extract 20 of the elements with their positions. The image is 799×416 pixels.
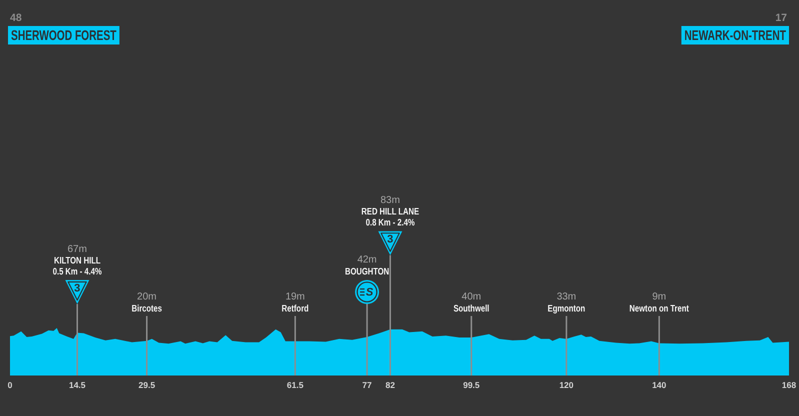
ref-line-label: 83m RED HILL LANE 0.8 Km - 2.4% 3 [361, 195, 420, 246]
x-tick-label: 29.5 [138, 380, 156, 390]
x-tick-label: 0 [8, 380, 13, 390]
ref-line-label: 42m BOUGHTON S [344, 254, 390, 298]
x-tick-label: 168 [782, 380, 796, 390]
text: 48 SHERWOOD FOREST [10, 12, 117, 44]
text: 17 NEWARK-ON-TRENT [684, 12, 788, 44]
x-tick-label: 99.5 [463, 380, 480, 390]
ref-line-label: 67m KILTON HILL 0.5 Km - 4.4% 3 [52, 244, 102, 294]
x-tick-label: 77 [362, 380, 372, 390]
ref-line-label: 40m Southwell [453, 292, 490, 314]
x-tick-label: 82 [385, 380, 396, 390]
ref-line-label: 33m Egmonton [548, 292, 586, 314]
x-tick-label: 61.5 [286, 380, 304, 390]
ref-line-label: 19m Retford [282, 292, 309, 314]
ref-line-label: 20m Bircotes [132, 292, 162, 314]
ref-line-label: 9m Newton on Trent [629, 292, 690, 314]
x-tick-label: 140 [652, 380, 667, 390]
x-tick-label: 14.5 [68, 380, 86, 390]
x-tick-label: 120 [559, 380, 574, 390]
